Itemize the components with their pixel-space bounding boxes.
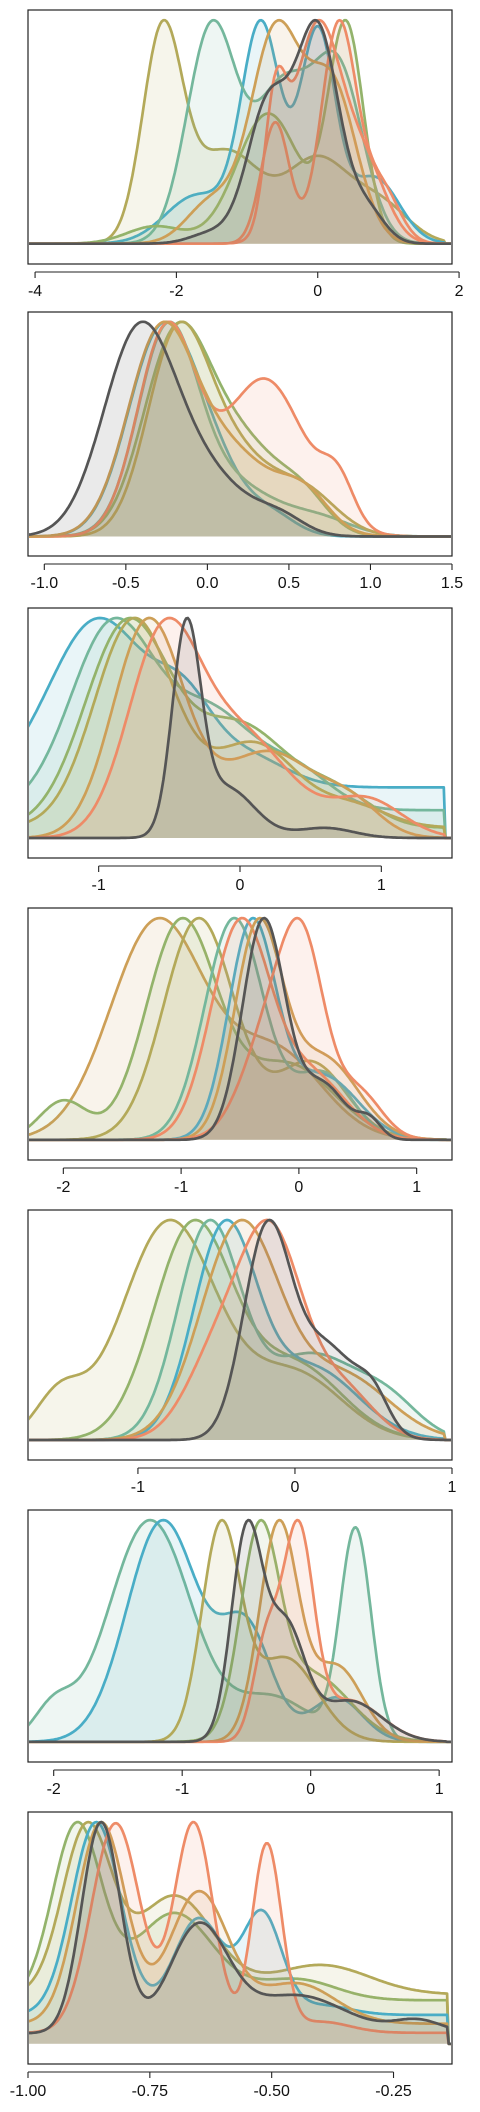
density-area-teal <box>29 1822 451 2044</box>
density-area-charcoal <box>29 1220 451 1440</box>
density-area-salmon <box>29 918 451 1140</box>
density-line-green <box>29 1518 451 1744</box>
density-area-salmon <box>29 20 451 244</box>
density-area-salmon <box>29 20 451 244</box>
density-area-green <box>29 618 451 838</box>
x-tick-label: -1 <box>174 1179 188 1196</box>
x-tick-label: -2 <box>56 1179 70 1196</box>
density-area-salmon <box>29 321 451 537</box>
density-line-green <box>29 616 451 840</box>
density-area-tan <box>29 1822 451 2044</box>
x-tick-label: -1 <box>175 1781 189 1798</box>
density-area-sage <box>29 20 451 244</box>
density-area-tan <box>29 618 451 838</box>
x-tick-label: 0 <box>306 1781 315 1798</box>
density-area-teal <box>29 20 451 244</box>
density-area-salmon <box>29 618 451 838</box>
density-line-charcoal <box>29 320 451 538</box>
x-tick-label: -1 <box>131 1479 145 1496</box>
density-curves <box>29 18 451 246</box>
density-panel-3: -1 0 1 <box>27 607 453 894</box>
density-line-salmon <box>29 320 451 538</box>
density-panel-6: -2 -1 0 1 <box>27 1509 453 1798</box>
x-tick-label: 0 <box>294 1179 303 1196</box>
x-tick-label: -0.25 <box>375 2083 412 2100</box>
density-area-sage <box>29 1822 451 2044</box>
density-line-charcoal <box>29 1820 451 2046</box>
x-tick-label: 0 <box>313 283 322 300</box>
density-area-olive <box>29 618 451 838</box>
x-tick-label: 2 <box>455 283 464 300</box>
density-area-teal <box>29 1520 451 1742</box>
x-tick-label: 0.0 <box>196 575 218 592</box>
x-tick-label: 1 <box>377 877 386 894</box>
density-area-olive <box>29 20 451 244</box>
x-tick-label: -1.0 <box>31 575 59 592</box>
density-curves <box>29 1820 451 2046</box>
density-curves <box>29 320 451 538</box>
x-tick-label: -2 <box>47 1781 61 1798</box>
x-tick-label: 1 <box>435 1781 444 1798</box>
density-area-teal <box>29 321 451 537</box>
x-tick-label: 1.0 <box>359 575 381 592</box>
density-line-charcoal <box>29 616 451 840</box>
density-line-salmon <box>29 1820 451 2046</box>
density-area-charcoal <box>29 1822 451 2044</box>
density-line-charcoal <box>29 1518 451 1744</box>
density-line-charcoal <box>29 18 451 246</box>
density-line-charcoal <box>29 916 451 1142</box>
x-tick-label: 0 <box>291 1479 300 1496</box>
x-tick-label: 1.5 <box>441 575 463 592</box>
x-tick-label: -0.75 <box>132 2083 169 2100</box>
density-area-sage <box>29 321 451 537</box>
x-tick-label: -4 <box>28 283 42 300</box>
density-line-sage <box>29 18 451 246</box>
density-panel-4: -2 -1 0 1 <box>27 907 453 1196</box>
x-tick-label: -0.5 <box>112 575 140 592</box>
density-line-salmon <box>29 616 451 840</box>
density-area-tan <box>29 1520 451 1742</box>
density-line-tan <box>29 616 451 840</box>
density-curves <box>29 616 451 840</box>
density-line-charcoal <box>29 1218 451 1442</box>
density-area-green <box>29 321 451 537</box>
density-area-sage <box>29 618 451 838</box>
x-tick-label: -0.50 <box>253 2083 290 2100</box>
density-panel-5: -1 0 1 <box>27 1209 457 1496</box>
density-area-tan <box>29 321 451 537</box>
density-curves <box>29 916 451 1142</box>
x-tick-label: 0 <box>236 877 245 894</box>
density-curves <box>29 1518 451 1744</box>
density-area-green <box>29 20 451 244</box>
density-area-sage <box>29 1520 451 1742</box>
density-area-olive <box>29 321 451 537</box>
density-line-sage <box>29 1218 451 1442</box>
x-tick-label: -2 <box>169 283 183 300</box>
density-panel-1: -4 -2 0 2 <box>27 9 464 300</box>
x-tick-label: 0.5 <box>278 575 300 592</box>
density-area-olive <box>29 1822 451 2044</box>
density-area-olive <box>29 1520 451 1742</box>
x-tick-label: -1 <box>92 877 106 894</box>
density-area-tan <box>29 20 451 244</box>
density-area-charcoal <box>29 20 451 244</box>
x-tick-label: -1.00 <box>10 2083 47 2100</box>
density-area-charcoal <box>29 1520 451 1742</box>
density-line-olive <box>29 616 451 840</box>
density-panel-7: -1.00 -0.75 -0.50 -0.25 <box>10 1811 453 2100</box>
density-curves <box>29 1218 451 1442</box>
density-panel-2: -1.0 -0.5 0.0 0.5 1.0 1.5 <box>27 311 463 592</box>
density-area-teal <box>29 618 451 838</box>
density-area-sage <box>29 918 451 1140</box>
x-tick-label: 1 <box>412 1179 421 1196</box>
x-tick-label: 1 <box>448 1479 457 1496</box>
density-area-charcoal <box>29 321 451 537</box>
